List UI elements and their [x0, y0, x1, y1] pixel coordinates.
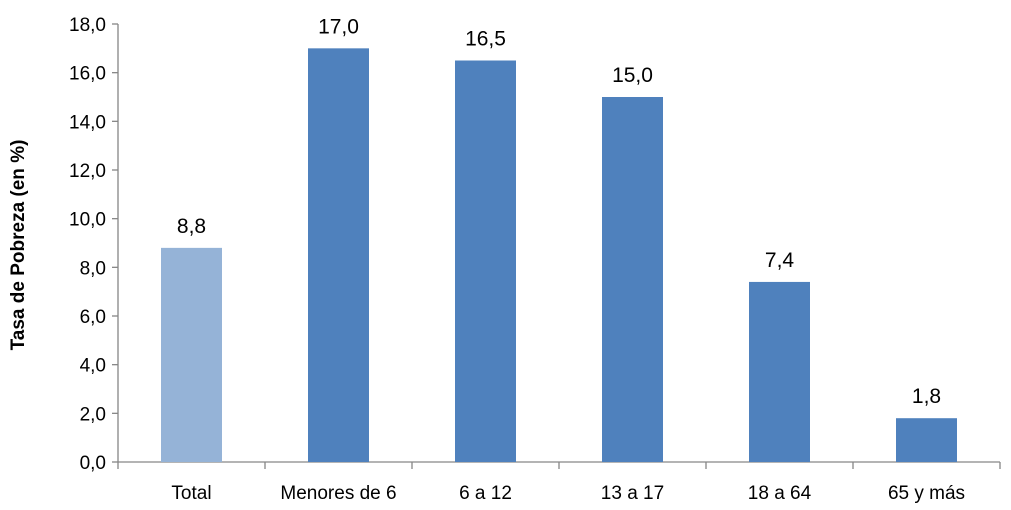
data-labels: 8,8 17,0 16,5 15,0 7,4 1,8 — [177, 15, 941, 408]
bar — [455, 60, 516, 462]
bar — [602, 97, 663, 462]
x-category-label: Menores de 6 — [280, 483, 396, 504]
y-tick-label: 0,0 — [80, 453, 106, 474]
y-tick-label: 4,0 — [80, 356, 106, 377]
data-label: 8,8 — [177, 215, 206, 238]
y-axis-title: Tasa de Pobreza (en %) — [8, 140, 29, 351]
x-category-label: 6 a 12 — [459, 483, 512, 504]
bar — [161, 247, 222, 462]
x-category-label: Total — [171, 483, 211, 504]
x-category-label: 65 y más — [888, 483, 965, 504]
x-category-label: 18 a 64 — [748, 483, 812, 504]
data-label: 1,8 — [912, 385, 941, 408]
bar — [749, 281, 810, 462]
y-tick-label: 10,0 — [69, 210, 106, 231]
y-tick-label: 16,0 — [69, 64, 106, 85]
y-tick-label: 6,0 — [80, 307, 106, 328]
bar — [896, 418, 957, 462]
y-tick-label: 8,0 — [80, 258, 106, 279]
data-label: 15,0 — [612, 64, 653, 87]
data-label: 17,0 — [318, 15, 359, 38]
x-axis: Total Menores de 6 6 a 12 13 a 17 18 a 64 65 … — [117, 461, 1001, 504]
x-category-label: 13 a 17 — [601, 483, 664, 504]
y-tick-label: 2,0 — [80, 404, 106, 425]
data-label: 16,5 — [465, 28, 506, 51]
data-label: 7,4 — [765, 249, 795, 272]
y-tick-label: 18,0 — [69, 15, 106, 36]
bar — [308, 48, 369, 462]
y-axis: 0,0 2,0 4,0 6,0 8,0 10,0 12,0 14,0 16,0 18,0 — [69, 15, 119, 474]
y-tick-label: 14,0 — [69, 112, 106, 133]
y-tick-label: 12,0 — [69, 161, 106, 182]
bars — [161, 48, 957, 462]
